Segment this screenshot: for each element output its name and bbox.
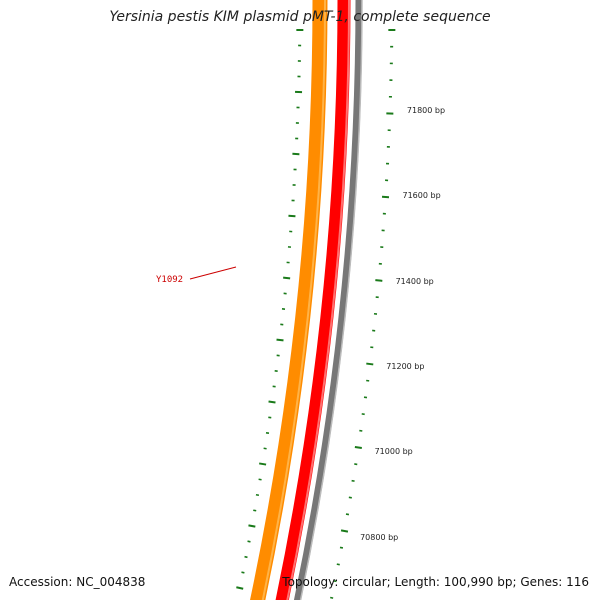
inner-tick-major	[276, 338, 284, 342]
outer-tick-minor	[333, 580, 337, 583]
inner-tick-minor	[253, 509, 257, 512]
inner-tick-minor	[255, 493, 260, 497]
outer-tick-major	[354, 445, 362, 450]
inner-tick-major	[259, 462, 267, 466]
outer-tick-marks	[330, 28, 396, 599]
cds-track-highlight	[261, 0, 326, 600]
outer-tick-major	[375, 279, 383, 282]
inner-tick-minor	[241, 571, 245, 574]
backbone-track-highlight	[299, 0, 363, 600]
inner-tick-minor	[247, 540, 251, 543]
inner-tick-major	[248, 524, 256, 528]
outer-tick-minor	[336, 563, 340, 566]
inner-tick-major	[283, 276, 291, 280]
inner-tick-major	[236, 586, 244, 590]
outer-tick-major	[340, 529, 349, 533]
map-title: Yersinia pestis KIM plasmid pMT-1, compl…	[109, 9, 491, 25]
gene-callout-y1092[interactable]: Y1092	[156, 266, 237, 285]
gene-callout-line	[189, 266, 237, 280]
bp-tick-label: 71800 bp	[407, 106, 445, 115]
gene-label-y1092[interactable]: Y1092	[156, 275, 183, 285]
inner-tick-minor	[244, 555, 248, 559]
bp-tick-label: 71200 bp	[386, 362, 424, 371]
outer-tick-major	[366, 362, 374, 366]
accession-label: Accession: NC_004838	[9, 575, 146, 589]
backbone-track	[293, 0, 363, 600]
outer-tick-minor	[348, 496, 352, 499]
gene-track	[275, 0, 351, 600]
bp-tick-label: 71000 bp	[375, 447, 413, 456]
inner-tick-major	[268, 400, 276, 404]
inner-tick-marks	[236, 28, 304, 590]
feature-tracks	[249, 0, 363, 600]
bp-tick-label: 71400 bp	[396, 277, 434, 286]
inner-tick-minor	[258, 478, 262, 481]
outer-tick-minor	[345, 513, 350, 516]
bp-tick-label: 70800 bp	[360, 533, 398, 542]
bp-tick-label: 71600 bp	[403, 191, 441, 200]
bp-scale-labels: 71800 bp 71600 bp 71400 bp 71200 bp 71000 bp…	[360, 106, 445, 542]
outer-tick-minor	[330, 596, 334, 599]
cds-track	[249, 0, 328, 600]
inner-tick-major	[288, 214, 296, 218]
outer-tick-minor	[339, 546, 344, 549]
genome-summary-label: Topology: circular; Length: 100,990 bp; …	[282, 575, 589, 589]
gene-track-highlight	[286, 0, 350, 600]
